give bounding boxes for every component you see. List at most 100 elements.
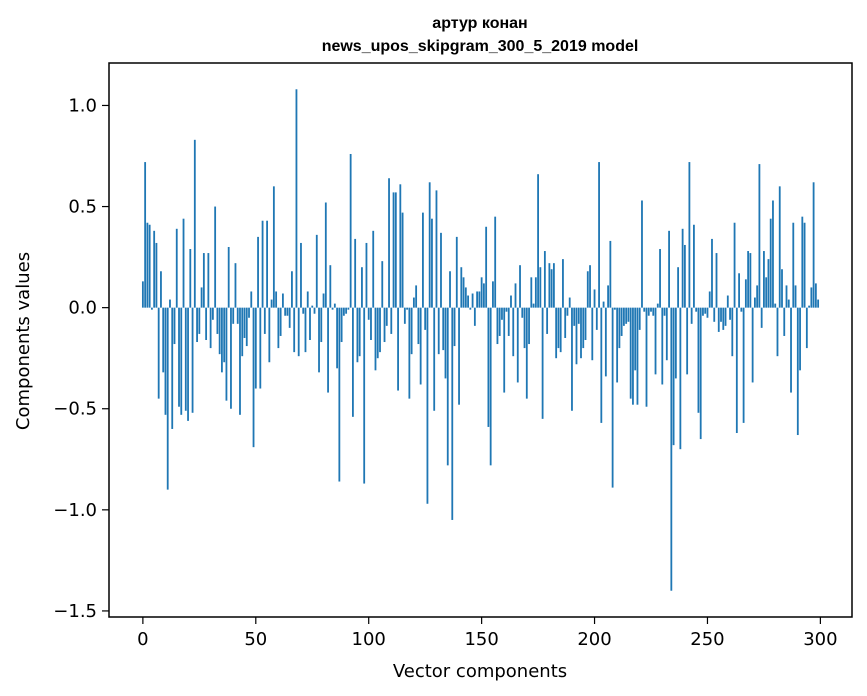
y-tick-label: 0.5	[68, 197, 97, 218]
bar-185	[559, 307, 562, 353]
x-axis-ticks: 0 50 100 150 200 250 300	[137, 617, 838, 650]
x-tick-label: 200	[577, 629, 611, 650]
bar-20	[187, 307, 189, 421]
bar-47	[248, 307, 250, 318]
bar-107	[383, 307, 386, 343]
bar-149	[478, 291, 481, 308]
bar-142	[462, 277, 465, 308]
bar-225	[650, 307, 652, 312]
bar-219	[636, 307, 639, 405]
x-tick-label: 150	[464, 629, 498, 650]
bar-164	[512, 307, 515, 357]
bar-60	[277, 307, 280, 349]
bar-18	[182, 218, 185, 308]
bar-27	[202, 253, 205, 308]
bar-160	[503, 307, 506, 393]
bar-295	[808, 305, 810, 308]
bar-233	[668, 230, 670, 308]
bar-36	[223, 307, 226, 363]
bar-228	[656, 303, 659, 308]
bar-136	[449, 271, 451, 308]
bar-46	[245, 307, 248, 347]
bar-95	[356, 307, 359, 363]
bar-43	[239, 307, 241, 415]
bar-70	[300, 242, 302, 308]
bar-216	[629, 307, 632, 399]
bar-137	[451, 307, 454, 520]
bar-178	[543, 251, 546, 308]
bar-157	[496, 307, 499, 345]
bar-22	[191, 307, 194, 413]
bar-249	[704, 307, 707, 314]
bar-248	[702, 307, 704, 316]
bar-261	[731, 307, 734, 357]
bar-1	[144, 162, 147, 308]
bar-183	[555, 307, 558, 359]
bar-125	[424, 307, 427, 330]
y-axis-ticks: −1.5 −1.0 −0.5 0.0 0.5 1.0	[53, 95, 109, 622]
bar-218	[634, 307, 637, 371]
bar-97	[361, 267, 363, 308]
bar-87	[338, 307, 341, 482]
bar-224	[647, 307, 650, 316]
bar-30	[209, 307, 212, 349]
bar-241	[686, 307, 689, 375]
bar-232	[665, 307, 668, 361]
bar-40	[232, 307, 235, 324]
bar-127	[428, 182, 431, 308]
bar-283	[781, 269, 783, 308]
bar-108	[385, 307, 388, 326]
bar-171	[528, 307, 530, 345]
bar-15	[175, 228, 178, 308]
bar-56	[268, 307, 271, 363]
bar-139	[455, 236, 458, 308]
bar-35	[221, 307, 223, 373]
bar-236	[674, 307, 677, 379]
bar-268	[747, 251, 750, 308]
bar-169	[523, 307, 526, 349]
bar-140	[458, 307, 460, 405]
bar-291	[799, 307, 801, 371]
bar-285	[785, 285, 788, 308]
bar-103	[374, 307, 377, 371]
bar-197	[586, 271, 589, 308]
bar-226	[652, 307, 655, 316]
bar-100	[367, 307, 370, 320]
bar-65	[288, 307, 291, 328]
bar-150	[480, 277, 483, 308]
y-tick-label: 1.0	[68, 95, 97, 116]
bar-109	[388, 178, 390, 308]
bar-119	[410, 307, 413, 355]
bar-206	[607, 285, 609, 308]
bar-11	[166, 307, 169, 490]
bar-259	[726, 295, 729, 308]
bar-19	[184, 307, 187, 411]
bar-12	[169, 299, 171, 308]
bar-128	[431, 218, 433, 308]
x-tick-label: 300	[803, 629, 837, 650]
bar-194	[580, 307, 582, 359]
bar-105	[379, 307, 381, 353]
bar-54	[263, 307, 266, 334]
bar-154	[489, 307, 492, 466]
bar-263	[735, 307, 738, 434]
bar-244	[693, 224, 695, 308]
bar-93	[352, 307, 354, 417]
bar-120	[412, 297, 415, 308]
bar-83	[329, 265, 332, 308]
bar-180	[548, 263, 551, 308]
bar-260	[729, 307, 731, 320]
bar-61	[279, 307, 282, 336]
bar-29	[207, 253, 210, 308]
bar-240	[683, 244, 686, 308]
bar-148	[476, 291, 479, 308]
bar-289	[794, 285, 797, 308]
bar-72	[304, 307, 307, 353]
bar-275	[763, 251, 765, 308]
bar-246	[697, 307, 700, 413]
bar-191	[573, 307, 576, 326]
bar-124	[422, 212, 424, 308]
bar-132	[440, 232, 442, 308]
bar-172	[530, 277, 533, 308]
